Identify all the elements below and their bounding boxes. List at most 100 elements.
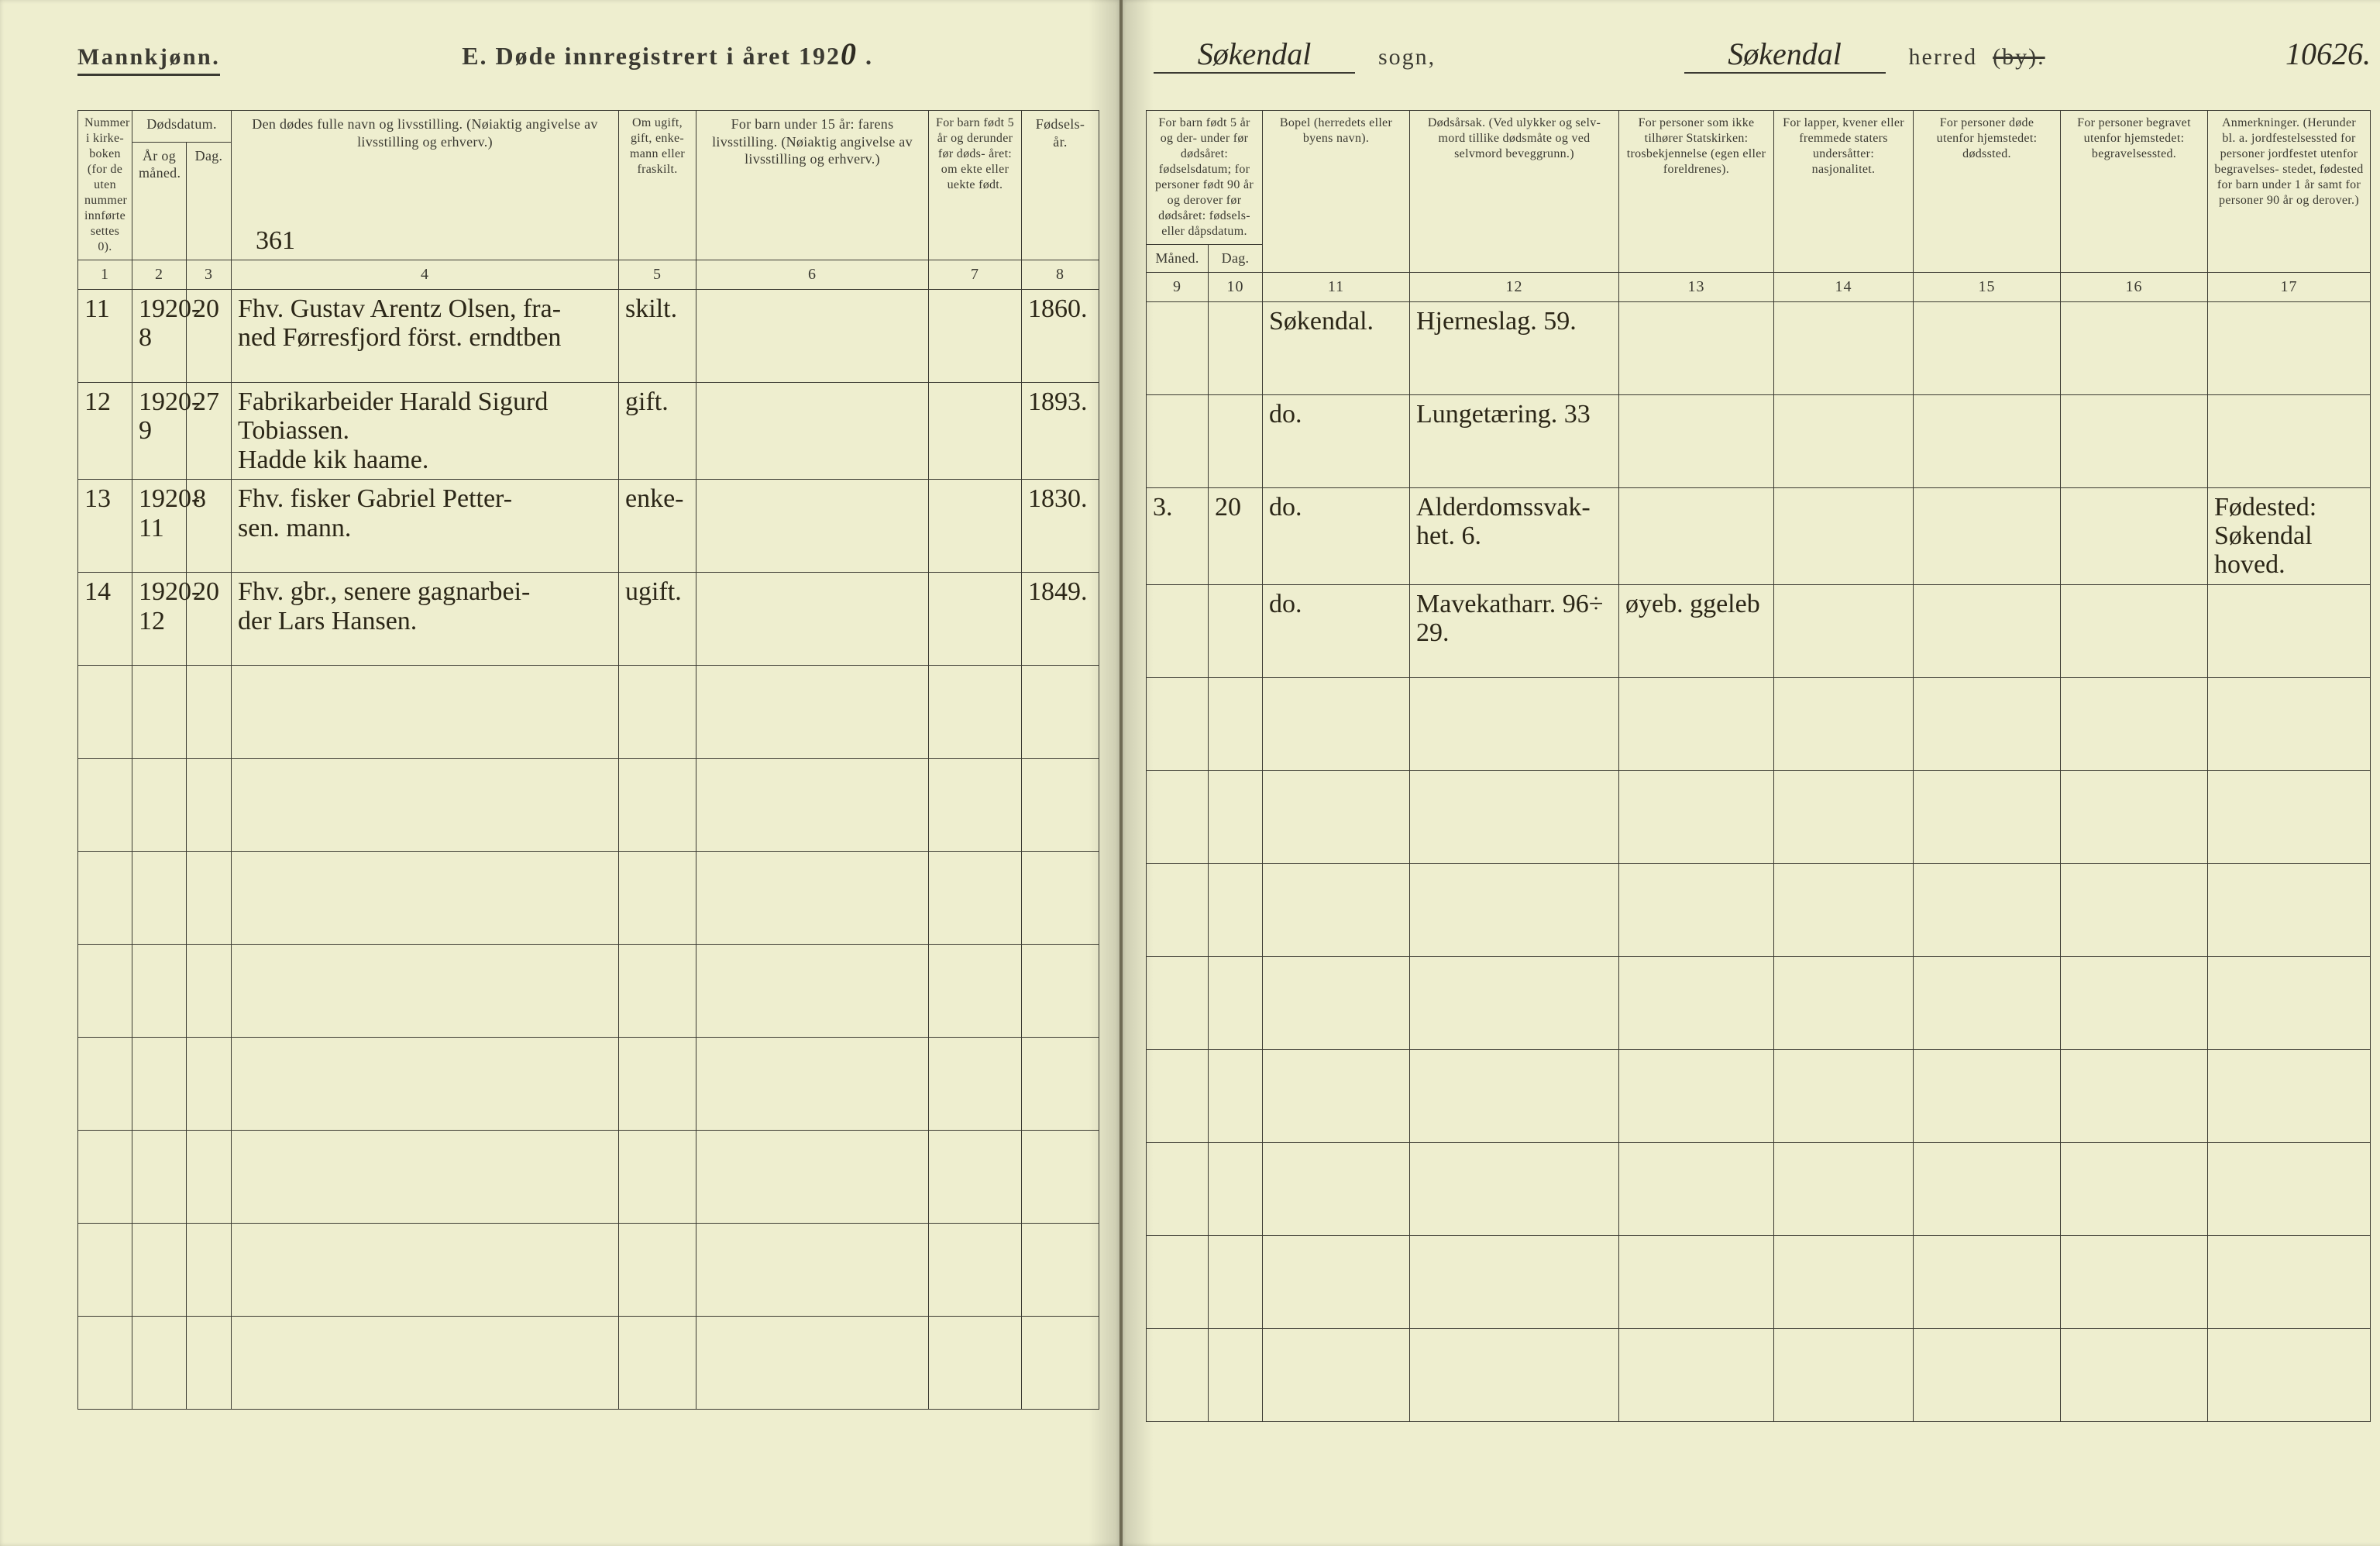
col-num: 14 <box>1774 272 1914 301</box>
cell-c7 <box>929 1131 1022 1224</box>
cell-c9 <box>1147 301 1209 394</box>
cell-c4: Fhv. fisker Gabriel Petter- sen. mann. <box>232 480 619 573</box>
cell-c12: Mavekatharr. 96÷ 29. <box>1410 584 1619 677</box>
col-num: 17 <box>2208 272 2371 301</box>
cell-c8 <box>1022 1317 1099 1410</box>
col-12-header: Dødsårsak. (Ved ulykker og selv- mord ti… <box>1410 111 1619 273</box>
sogn-handwritten: Søkendal <box>1198 36 1312 71</box>
cell-c13 <box>1619 770 1774 863</box>
cell-c3 <box>187 759 232 852</box>
table-row: 3.20do.Alderdomssvak- het. 6.Fødested: S… <box>1147 487 2371 584</box>
cell-c6 <box>696 759 929 852</box>
col-num: 11 <box>1263 272 1410 301</box>
cell-c12 <box>1410 956 1619 1049</box>
cell-c11 <box>1263 956 1410 1049</box>
cell-c12: Lungetæring. 33 <box>1410 394 1619 487</box>
cell-c10 <box>1209 863 1263 956</box>
cell-c6 <box>696 480 929 573</box>
cell-c16 <box>2061 487 2208 584</box>
page-number-hand: 10626. <box>2285 36 2371 72</box>
cell-c1 <box>78 759 132 852</box>
cell-c9 <box>1147 1235 1209 1328</box>
cell-c3 <box>187 1224 232 1317</box>
cell-c3 <box>187 666 232 759</box>
cell-c1 <box>78 666 132 759</box>
col-num: 9 <box>1147 272 1209 301</box>
table-row <box>78 945 1099 1038</box>
cell-c9 <box>1147 1328 1209 1421</box>
cell-c11 <box>1263 770 1410 863</box>
cell-c17: Fødested: Søkendal hoved. <box>2208 487 2371 584</box>
cell-c4: Fabrikarbeider Harald Sigurd Tobiassen. … <box>232 383 619 480</box>
cell-c1 <box>78 945 132 1038</box>
cell-c15 <box>1914 677 2061 770</box>
cell-c2: 1920-8 <box>132 290 187 383</box>
cell-c7 <box>929 1038 1022 1131</box>
cell-c11: do. <box>1263 394 1410 487</box>
cell-c15 <box>1914 487 2061 584</box>
cell-c8 <box>1022 945 1099 1038</box>
cell-c5 <box>619 852 696 945</box>
cell-c2 <box>132 666 187 759</box>
cell-c17 <box>2208 863 2371 956</box>
cell-c1: 13 <box>78 480 132 573</box>
table-row <box>78 666 1099 759</box>
cell-c6 <box>696 852 929 945</box>
cell-c11: Søkendal. <box>1263 301 1410 394</box>
cell-c5 <box>619 1131 696 1224</box>
col-13-header: For personer som ikke tilhører Statskirk… <box>1619 111 1774 273</box>
table-row <box>1147 1328 2371 1421</box>
cell-c14 <box>1774 394 1914 487</box>
cell-c2: 1920-11 <box>132 480 187 573</box>
cell-c10 <box>1209 1049 1263 1142</box>
cell-c6 <box>696 1317 929 1410</box>
col-num: 6 <box>696 260 929 290</box>
cell-c8 <box>1022 1038 1099 1131</box>
cell-c8: 1849. <box>1022 573 1099 666</box>
cell-c9 <box>1147 863 1209 956</box>
ledger-spread: Mannkjønn. E. Døde innregistrert i året … <box>0 0 2380 1546</box>
cell-c14 <box>1774 301 1914 394</box>
cell-c8 <box>1022 759 1099 852</box>
cell-c17 <box>2208 956 2371 1049</box>
cell-c16 <box>2061 1142 2208 1235</box>
cell-c13 <box>1619 301 1774 394</box>
cell-c7 <box>929 666 1022 759</box>
cell-c1: 11 <box>78 290 132 383</box>
col-16-header: For personer begravet utenfor hjemstedet… <box>2061 111 2208 273</box>
cell-c6 <box>696 1224 929 1317</box>
cell-c8: 1860. <box>1022 290 1099 383</box>
cell-c9 <box>1147 1142 1209 1235</box>
cell-c13 <box>1619 863 1774 956</box>
herred-handwritten: Søkendal <box>1728 36 1842 71</box>
cell-c4 <box>232 1317 619 1410</box>
cell-c2: 1920-12 <box>132 573 187 666</box>
cell-c12 <box>1410 1142 1619 1235</box>
table-row <box>1147 863 2371 956</box>
cell-c15 <box>1914 956 2061 1049</box>
cell-c8 <box>1022 1224 1099 1317</box>
cell-c10: 20 <box>1209 487 1263 584</box>
col-7-header: For barn født 5 år og derunder før døds-… <box>929 111 1022 260</box>
cell-c17 <box>2208 1049 2371 1142</box>
cell-c3: 20 <box>187 573 232 666</box>
cell-c7 <box>929 1317 1022 1410</box>
col-6-header: For barn under 15 år: farens livsstillin… <box>696 111 929 260</box>
cell-c8: 1830. <box>1022 480 1099 573</box>
col-num: 1 <box>78 260 132 290</box>
cell-c5: ugift. <box>619 573 696 666</box>
table-row: 111920-820Fhv. Gustav Arentz Olsen, fra-… <box>78 290 1099 383</box>
table-row <box>78 1224 1099 1317</box>
cell-c2 <box>132 759 187 852</box>
cell-c9 <box>1147 394 1209 487</box>
col-num: 8 <box>1022 260 1099 290</box>
cell-c4: Fhv. Gustav Arentz Olsen, fra- ned Førre… <box>232 290 619 383</box>
cell-c17 <box>2208 584 2371 677</box>
table-row: Søkendal.Hjerneslag. 59. <box>1147 301 2371 394</box>
cell-c4 <box>232 1131 619 1224</box>
cell-c12 <box>1410 863 1619 956</box>
cell-c3 <box>187 852 232 945</box>
col-8-header: Fødsels- år. <box>1022 111 1099 260</box>
cell-c3 <box>187 1038 232 1131</box>
cell-c6 <box>696 383 929 480</box>
